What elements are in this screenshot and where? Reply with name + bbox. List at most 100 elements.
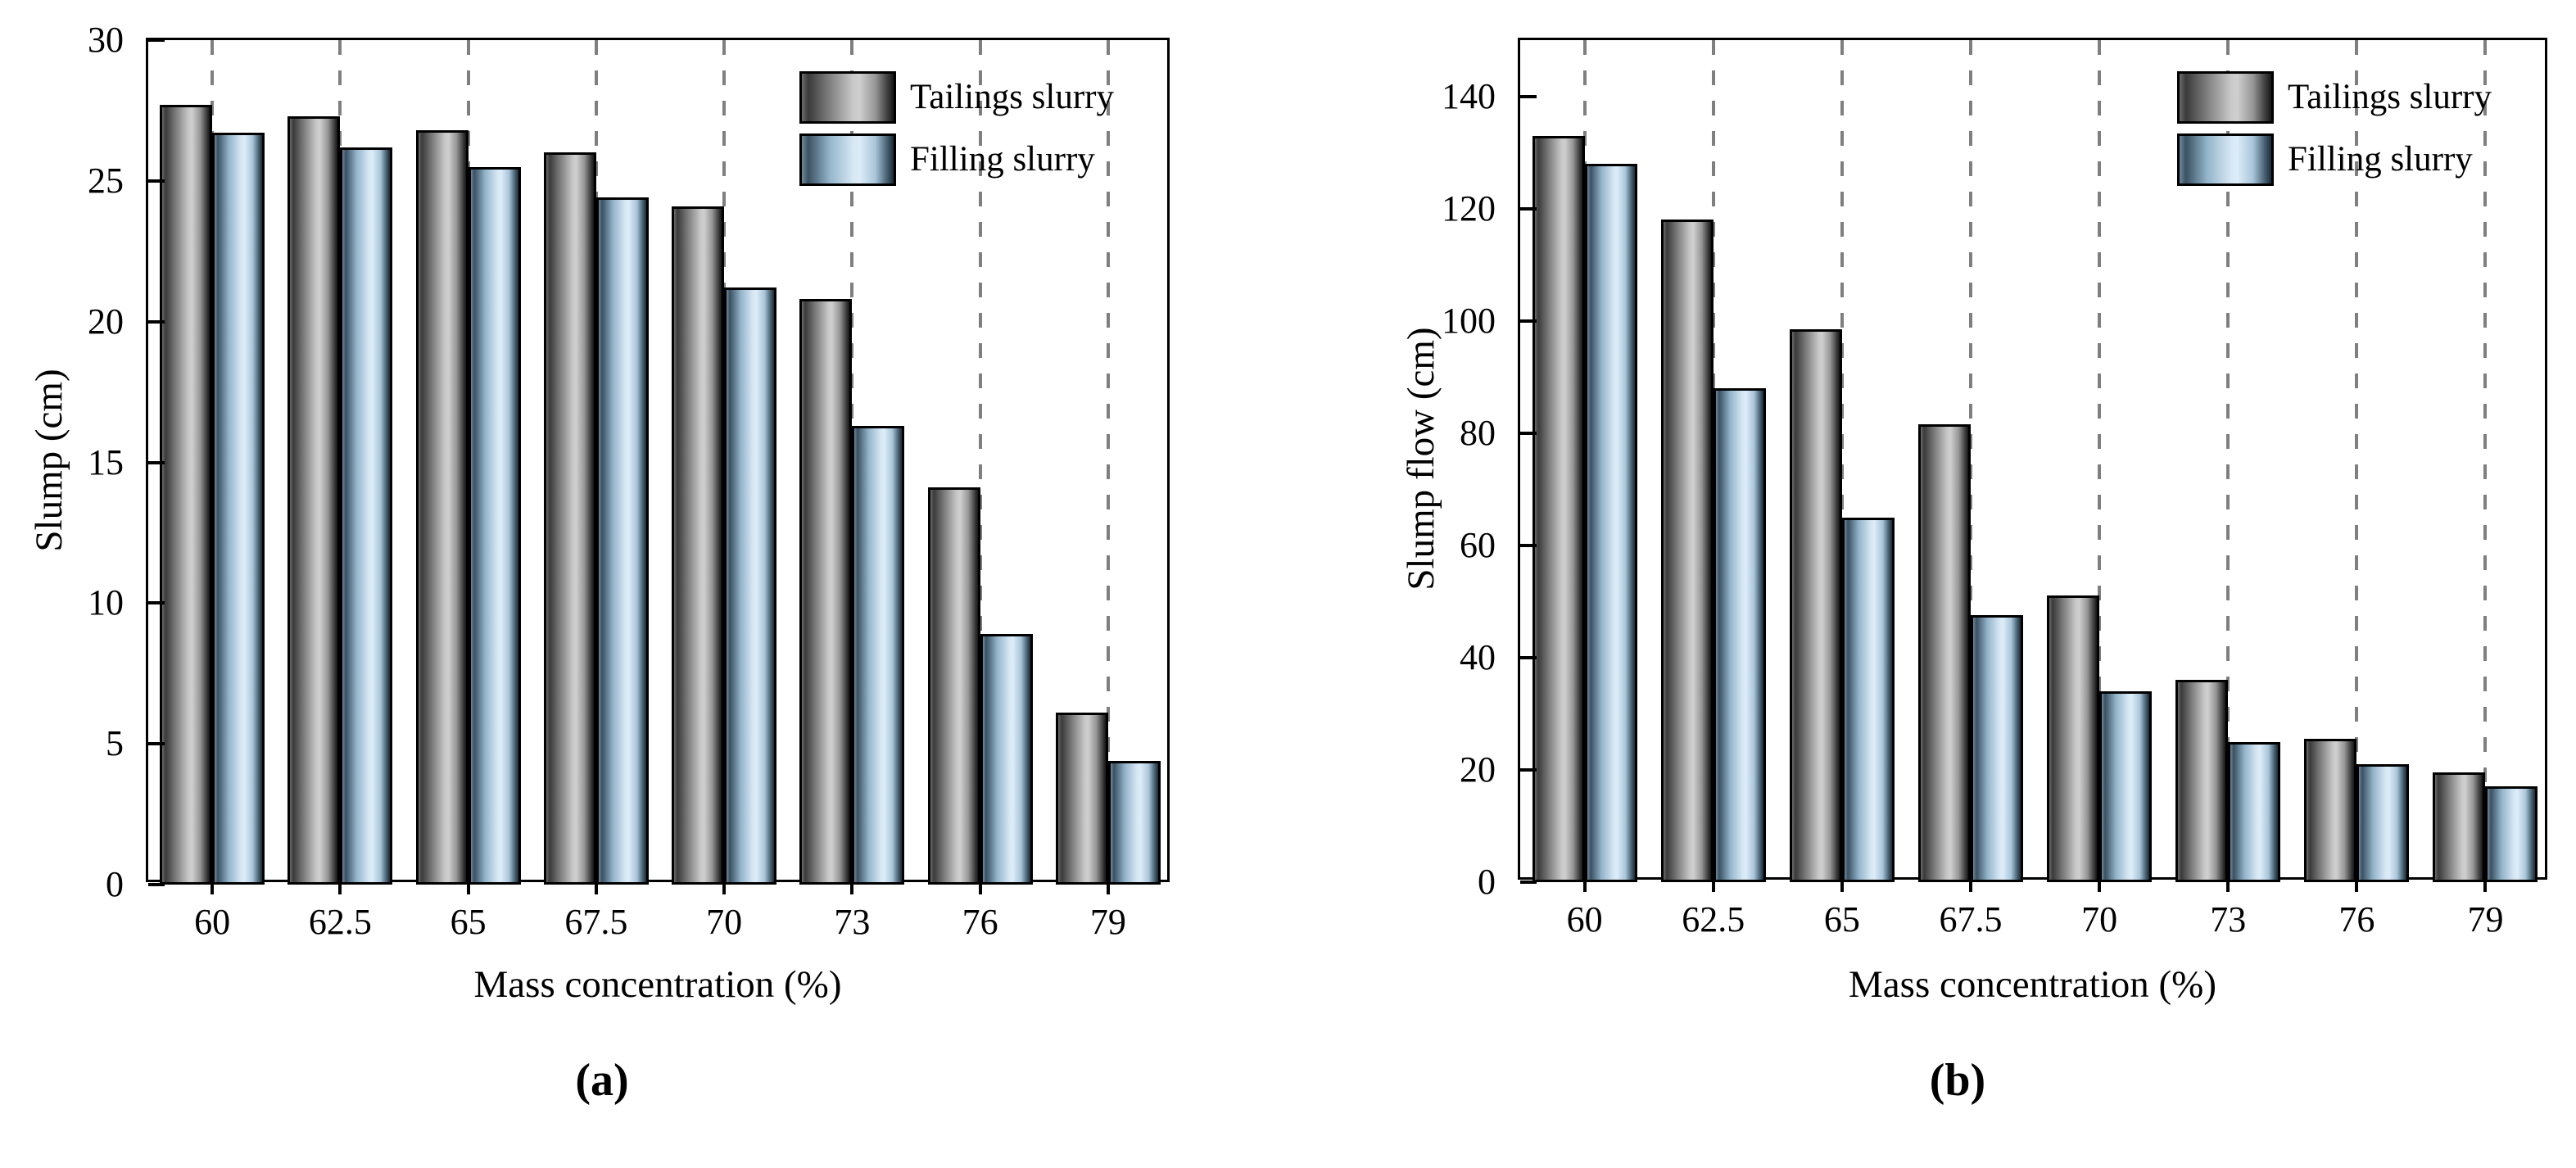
legend-swatch-tailings [2177, 71, 2274, 124]
x-tick-60 [1582, 882, 1587, 892]
y-tick-25 [148, 179, 165, 183]
bar-filling-62.5 [1713, 388, 1766, 882]
y-tick-label-100: 100 [1442, 300, 1496, 341]
x-tick-label-65: 65 [450, 902, 487, 942]
bar-tailings-79 [1055, 713, 1108, 885]
bar-tailings-60 [160, 105, 213, 885]
y-tick-label-15: 15 [88, 441, 124, 482]
bar-filling-60 [212, 133, 265, 885]
legend-label-tailings: Tailings slurry [2288, 78, 2492, 116]
y-tick-label-40: 40 [1460, 636, 1496, 677]
bar-tailings-62.5 [1660, 220, 1714, 882]
y-tick-label-25: 25 [88, 160, 124, 201]
bar-tailings-79 [2433, 772, 2486, 882]
bar-tailings-67.5 [543, 152, 596, 885]
x-tick-label-67.5: 67.5 [1939, 899, 2003, 939]
x-tick-76 [978, 885, 982, 894]
bar-tailings-67.5 [1917, 424, 1971, 882]
x-axis-title-a: Mass concentration (%) [473, 963, 842, 1006]
bar-tailings-73 [799, 299, 853, 885]
y-tick-label-10: 10 [88, 582, 124, 623]
bar-filling-76 [980, 634, 1033, 885]
x-tick-70 [2098, 882, 2102, 892]
x-tick-label-62.5: 62.5 [308, 902, 372, 942]
y-tick-label-0: 0 [1478, 862, 1496, 902]
bar-tailings-76 [2304, 739, 2357, 882]
x-tick-65 [466, 885, 470, 894]
bar-filling-65 [1841, 518, 1895, 882]
bar-tailings-65 [1789, 329, 1842, 882]
gridline-67.5 [1968, 40, 1972, 882]
bar-filling-67.5 [1970, 615, 2023, 882]
x-tick-label-73: 73 [2210, 899, 2247, 939]
x-tick-76 [2355, 882, 2359, 892]
bar-filling-73 [852, 426, 905, 885]
x-tick-70 [722, 885, 727, 894]
bar-tailings-76 [927, 487, 980, 885]
caption-b: (b) [1929, 1055, 1986, 1106]
x-tick-67.5 [594, 885, 598, 894]
x-tick-label-70: 70 [706, 902, 743, 942]
y-tick-label-0: 0 [106, 864, 124, 904]
plot-area-a: 0 5 10 15 20 25 30 60 62.5 65 67.5 70 73 76 79 Tailings… [88, 20, 1170, 942]
legend-swatch-filling [2177, 134, 2274, 186]
x-tick-label-79: 79 [2467, 899, 2504, 939]
bar-tailings-62.5 [287, 116, 341, 885]
gridline-73 [2226, 40, 2230, 882]
legend-swatch-tailings [799, 71, 896, 124]
y-tick-10 [148, 601, 165, 605]
gridline-70 [2098, 40, 2102, 882]
x-tick-60 [211, 885, 215, 894]
bar-filling-79 [2485, 786, 2538, 882]
y-tick-140 [1520, 94, 1537, 98]
bar-tailings-60 [1532, 136, 1585, 882]
legend-label-filling: Filling slurry [910, 140, 1095, 179]
x-tick-79 [2483, 882, 2488, 892]
bar-tailings-70 [2047, 595, 2100, 882]
bar-tailings-73 [2175, 680, 2229, 882]
gridline-76 [978, 40, 982, 885]
bar-tailings-70 [672, 206, 725, 885]
x-tick-65 [1840, 882, 1844, 892]
gridline-79 [2483, 40, 2488, 882]
bar-filling-76 [2356, 764, 2410, 882]
y-tick-80 [1520, 431, 1537, 435]
y-tick-label-120: 120 [1442, 188, 1496, 229]
y-tick-label-140: 140 [1442, 75, 1496, 116]
y-tick-20 [1520, 767, 1537, 772]
x-tick-79 [1106, 885, 1110, 894]
y-tick-100 [1520, 319, 1537, 323]
bar-filling-73 [2228, 742, 2281, 882]
caption-a: (a) [575, 1055, 629, 1106]
bar-filling-62.5 [340, 147, 393, 885]
y-tick-40 [1520, 655, 1537, 659]
y-tick-label-5: 5 [106, 723, 124, 764]
y-tick-label-20: 20 [1460, 749, 1496, 790]
bar-filling-65 [468, 167, 521, 885]
y-tick-30 [148, 38, 165, 42]
bar-filling-60 [1584, 164, 1637, 882]
x-tick-label-60: 60 [194, 902, 231, 942]
y-tick-20 [148, 319, 165, 324]
x-tick-label-73: 73 [834, 902, 871, 942]
x-tick-62.5 [1711, 882, 1715, 892]
y-tick-label-30: 30 [88, 20, 124, 60]
gridline-76 [2355, 40, 2359, 882]
y-tick-0 [1520, 881, 1537, 884]
bar-filling-79 [1107, 761, 1161, 885]
x-tick-73 [850, 885, 854, 894]
bar-filling-67.5 [595, 197, 649, 885]
x-tick-73 [2226, 882, 2230, 892]
x-tick-label-76: 76 [2338, 899, 2375, 939]
y-tick-label-80: 80 [1460, 412, 1496, 453]
y-tick-15 [148, 460, 165, 464]
legend-swatch-filling [799, 134, 896, 186]
x-tick-label-62.5: 62.5 [1682, 899, 1745, 939]
bar-filling-70 [2099, 691, 2153, 882]
legend-label-filling: Filling slurry [2288, 140, 2473, 179]
x-axis-title-b: Mass concentration (%) [1849, 963, 2216, 1006]
y-tick-label-20: 20 [88, 301, 124, 342]
x-tick-label-76: 76 [962, 902, 998, 942]
y-tick-label-60: 60 [1460, 524, 1496, 565]
